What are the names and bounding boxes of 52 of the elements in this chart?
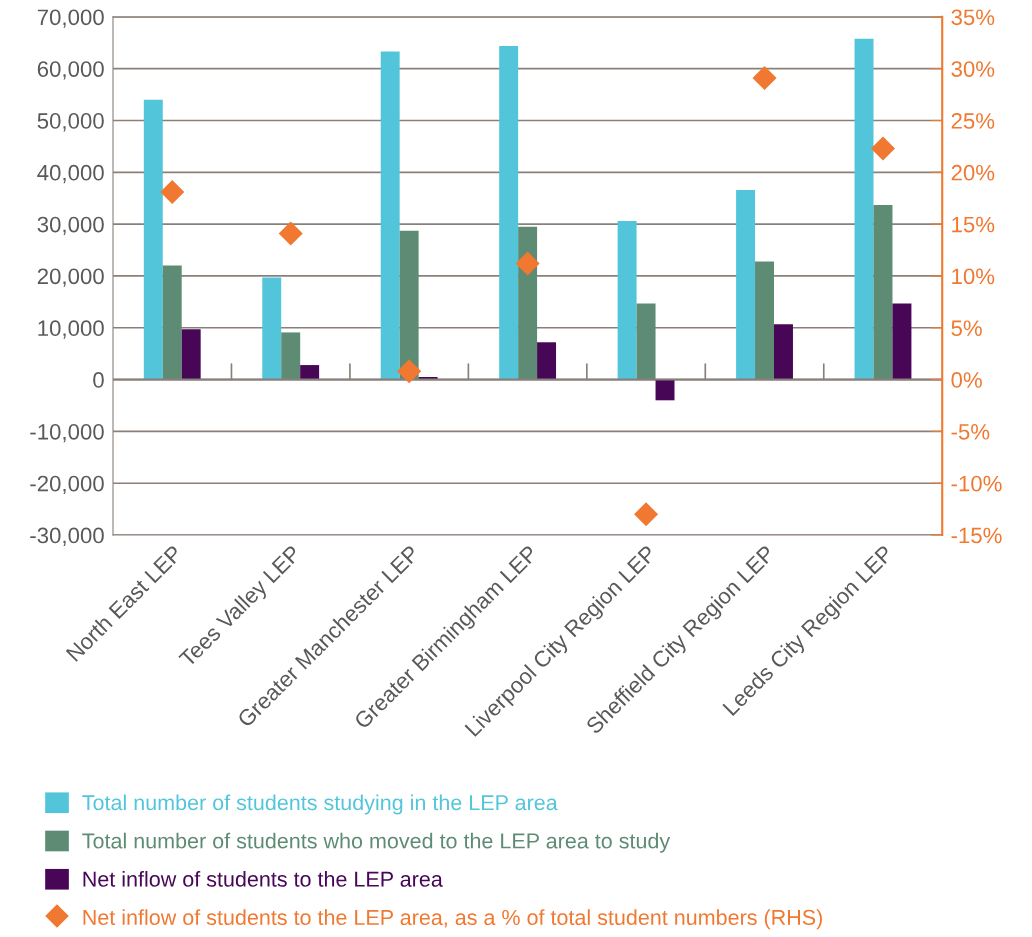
y2-tick-label: 20%: [951, 164, 995, 181]
y-tick-label: -10,000: [30, 423, 104, 443]
bar: [399, 230, 419, 380]
bar: [537, 342, 557, 380]
bar: [281, 332, 301, 380]
y-tick-label: 20,000: [37, 268, 104, 287]
y-tick-label: 60,000: [37, 61, 104, 80]
bar: [181, 329, 201, 380]
bar: [736, 189, 756, 380]
y-tick-label: 0: [93, 372, 104, 388]
y2-tick-label: 10%: [952, 268, 995, 285]
legend-label: Total number of students studying in the LEP area: [82, 794, 558, 815]
point: [752, 65, 777, 91]
point: [160, 179, 185, 205]
point: [515, 251, 540, 276]
bar: [380, 51, 400, 380]
y-tick-label: 30,000: [37, 216, 104, 236]
bar: [774, 324, 793, 380]
point: [397, 359, 422, 384]
bar: [636, 303, 656, 380]
bar: [499, 45, 519, 380]
bar: [162, 265, 182, 380]
y-tick-label: 40,000: [37, 164, 104, 184]
y-tick-label: 50,000: [37, 113, 104, 132]
bar: [873, 204, 893, 380]
point: [634, 502, 659, 527]
bar: [617, 221, 637, 380]
y2-tick-label: -15%: [951, 527, 1002, 544]
y2-tick-label: 35%: [951, 9, 995, 26]
y2-tick-label: 15%: [952, 216, 995, 233]
y-tick-label: 70,000: [37, 9, 104, 28]
bar: [518, 226, 538, 380]
y2-tick-label: 25%: [951, 113, 995, 129]
y-tick-label: -30,000: [30, 527, 104, 546]
bar: [755, 261, 774, 380]
bar: [854, 38, 874, 380]
bar: [300, 365, 320, 380]
point: [278, 221, 303, 246]
bar: [262, 277, 282, 380]
y2-tick-label: 0%: [951, 372, 982, 388]
legend-label: Net inflow of students to the LEP area: [83, 870, 443, 887]
y2-tick-label: 30%: [951, 61, 995, 77]
bar: [892, 303, 912, 380]
legend-label: Net inflow of students to the LEP area, as a % of total student numbers (RHS): [83, 909, 822, 930]
y2-tick-label: -10%: [951, 475, 1002, 492]
y-tick-label: 10,000: [38, 320, 104, 339]
y-tick-label: -20,000: [30, 475, 104, 495]
point: [870, 136, 896, 161]
y2-tick-label: -5%: [951, 424, 990, 440]
y2-tick-label: 5%: [951, 320, 982, 337]
legend-label: Total number of students who moved to the LEP area to study: [82, 832, 671, 853]
bar: [143, 99, 163, 380]
